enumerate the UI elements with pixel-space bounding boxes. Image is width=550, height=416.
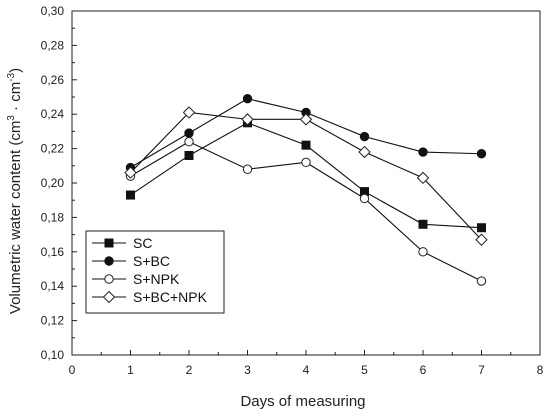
y-tick-label: 0,24	[41, 107, 65, 121]
x-tick-label: 5	[361, 363, 368, 377]
legend-item-s-npk: S+NPK	[92, 271, 180, 287]
series-s-bc-npk	[124, 106, 488, 246]
series-line-s-bc-npk	[130, 111, 482, 241]
legend-item-sc: SC	[92, 235, 152, 251]
legend-label: S+BC+NPK	[133, 289, 208, 305]
legend-label: S+BC	[133, 253, 170, 269]
legend-marker	[104, 238, 114, 248]
legend-label: S+NPK	[133, 271, 180, 287]
y-tick-label: 0,30	[41, 4, 65, 18]
data-point-s-npk	[418, 247, 428, 257]
data-point-s-npk	[301, 157, 311, 168]
y-tick-label: 0,20	[41, 176, 65, 190]
data-point-sc	[477, 223, 486, 233]
data-point-s-npk	[359, 193, 370, 204]
data-point-s-bc-npk	[475, 233, 488, 246]
y-tick-label: 0,18	[41, 210, 65, 224]
data-point-s-npk	[476, 276, 487, 286]
data-point-s-bc-npk	[416, 171, 430, 185]
legend-marker	[104, 274, 114, 284]
y-tick-label: 0,22	[41, 142, 65, 156]
series-sc	[126, 118, 486, 233]
data-point-sc	[126, 190, 135, 200]
data-point-s-bc	[242, 94, 253, 104]
x-tick-label: 3	[244, 363, 251, 377]
data-point-sc	[418, 219, 428, 229]
y-tick-label: 0,28	[41, 38, 65, 52]
data-point-sc	[184, 150, 194, 160]
legend-marker	[102, 290, 116, 304]
data-point-s-bc-npk	[299, 113, 313, 126]
series-s-npk	[125, 137, 487, 286]
data-point-s-bc-npk	[124, 166, 137, 179]
x-tick-label: 2	[186, 363, 193, 377]
y-axis-title: Volumetric water content (cm3 · cm-3)	[6, 68, 24, 314]
x-tick-label: 7	[478, 363, 485, 377]
legend-label: SC	[133, 235, 152, 251]
x-tick-label: 4	[303, 363, 310, 377]
y-tick-label: 0,12	[41, 314, 65, 328]
data-point-s-bc	[359, 131, 370, 142]
x-tick-label: 6	[420, 363, 427, 377]
data-point-s-bc-npk	[182, 106, 196, 119]
data-point-s-bc-npk	[358, 145, 371, 159]
series-line-sc	[130, 122, 482, 229]
data-point-sc	[301, 140, 311, 150]
y-tick-label: 0,26	[41, 73, 65, 87]
y-tick-label: 0,16	[41, 245, 65, 259]
legend-item-s-bc: S+BC	[92, 253, 170, 269]
legend-marker	[104, 256, 114, 266]
x-axis-title: Days of measuring	[240, 393, 365, 410]
legend-item-s-bc-npk: S+BC+NPK	[92, 289, 208, 305]
x-tick-label: 0	[69, 363, 76, 377]
data-point-s-bc	[476, 149, 487, 159]
x-tick-label: 1	[127, 363, 134, 377]
data-point-s-bc	[418, 147, 428, 157]
x-tick-label: 8	[537, 363, 544, 377]
data-point-s-npk	[242, 164, 253, 174]
data-point-s-npk	[184, 137, 194, 147]
y-tick-label: 0,10	[41, 348, 65, 362]
data-point-s-bc	[184, 128, 194, 138]
data-point-s-bc-npk	[241, 113, 254, 126]
y-tick-label: 0,14	[41, 279, 65, 293]
